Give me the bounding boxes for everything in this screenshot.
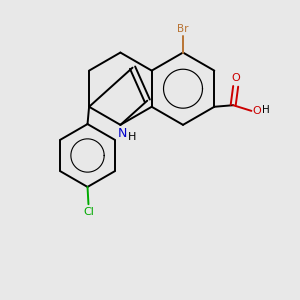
Text: H: H bbox=[128, 132, 136, 142]
Text: Br: Br bbox=[177, 24, 189, 34]
Text: O: O bbox=[231, 73, 240, 83]
Text: Cl: Cl bbox=[83, 207, 94, 218]
Text: O: O bbox=[253, 106, 261, 116]
Text: N: N bbox=[117, 128, 127, 140]
Text: H: H bbox=[262, 105, 270, 115]
